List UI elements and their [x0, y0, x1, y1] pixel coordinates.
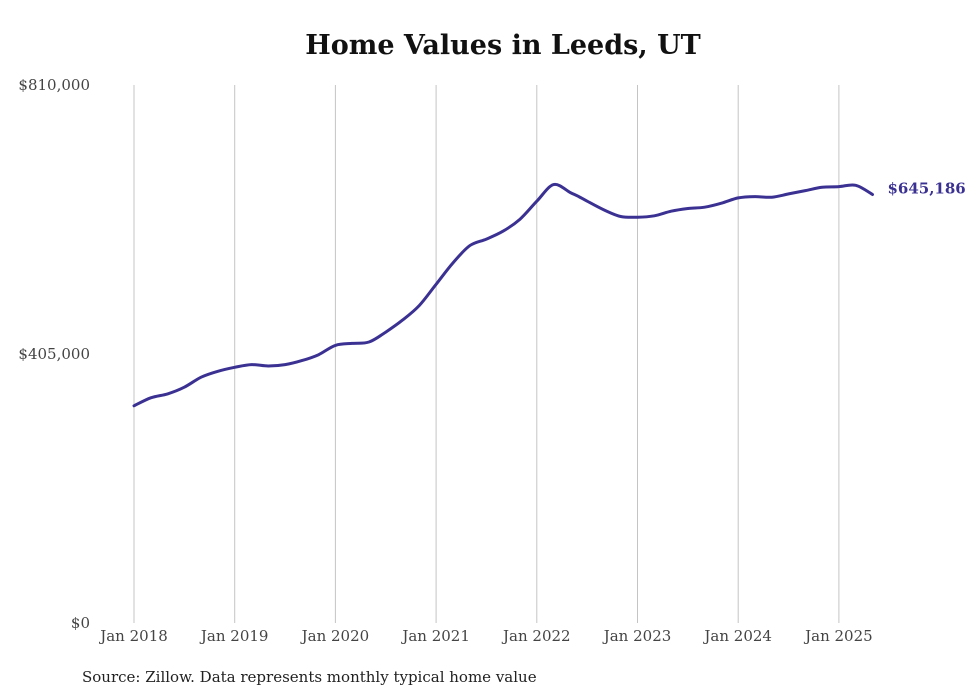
chart-title: Home Values in Leeds, UT: [305, 30, 701, 61]
x-tick-label: Jan 2020: [300, 627, 370, 645]
x-tick-label: Jan 2021: [400, 627, 470, 645]
grid-lines: [133, 85, 840, 623]
y-tick-label: $0: [71, 614, 90, 632]
x-tick-label: Jan 2024: [702, 627, 772, 645]
series-layer: [132, 182, 874, 408]
y-tick-label: $810,000: [18, 76, 90, 94]
source-note: Source: Zillow. Data represents monthly …: [82, 668, 537, 686]
x-tick-label: Jan 2018: [98, 627, 168, 645]
x-tick-label: Jan 2019: [199, 627, 269, 645]
series-line: [132, 182, 874, 408]
end-label-layer: $645,186: [887, 179, 965, 197]
x-tick-label: Jan 2023: [602, 627, 672, 645]
x-axis-ticks: Jan 2018 Jan 2019 Jan 2020 Jan 2021 Jan 2022…: [98, 627, 872, 645]
x-tick-label: Jan 2025: [803, 627, 873, 645]
y-axis-ticks: $810,000 $405,000 $0: [18, 76, 90, 632]
end-value-label: $645,186: [887, 179, 965, 197]
x-tick-label: Jan 2022: [501, 627, 571, 645]
y-tick-label: $405,000: [18, 345, 90, 363]
